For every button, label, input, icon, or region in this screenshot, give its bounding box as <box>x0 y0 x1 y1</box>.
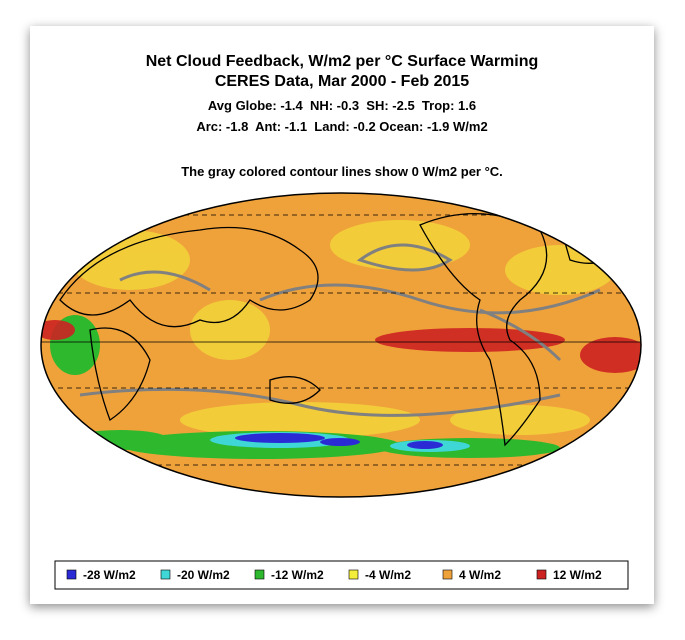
map <box>41 193 641 497</box>
legend-label: -4 W/m2 <box>365 568 411 582</box>
legend-label: 12 W/m2 <box>553 568 602 582</box>
stats-line: Avg Globe: -1.4 NH: -0.3 SH: -2.5 Trop: … <box>208 98 476 113</box>
stats-line: Arc: -1.8 Ant: -1.1 Land: -0.2 Ocean: -1… <box>196 119 487 134</box>
legend-swatch <box>536 569 547 580</box>
map-blue <box>235 433 443 449</box>
legend-swatch <box>66 569 77 580</box>
title-line: CERES Data, Mar 2000 - Feb 2015 <box>215 73 469 90</box>
legend-label: -20 W/m2 <box>177 568 230 582</box>
legend-box <box>54 560 629 590</box>
legend-swatch <box>442 569 453 580</box>
title-line: Net Cloud Feedback, W/m2 per °C Surface … <box>146 53 539 70</box>
legend-label: -28 W/m2 <box>83 568 136 582</box>
legend-swatch <box>348 569 359 580</box>
map-outline <box>40 192 642 498</box>
legend-swatch <box>254 569 265 580</box>
legend-label: 4 W/m2 <box>459 568 501 582</box>
legend-label: -12 W/m2 <box>271 568 324 582</box>
note: The gray colored contour lines show 0 W/… <box>181 164 503 179</box>
zero-contours <box>79 243 601 417</box>
legend: -28 W/m2 -20 W/m2 -12 W/m2 -4 W/m2 4 W/m2 12 … <box>66 568 602 582</box>
legend-swatch <box>160 569 171 580</box>
